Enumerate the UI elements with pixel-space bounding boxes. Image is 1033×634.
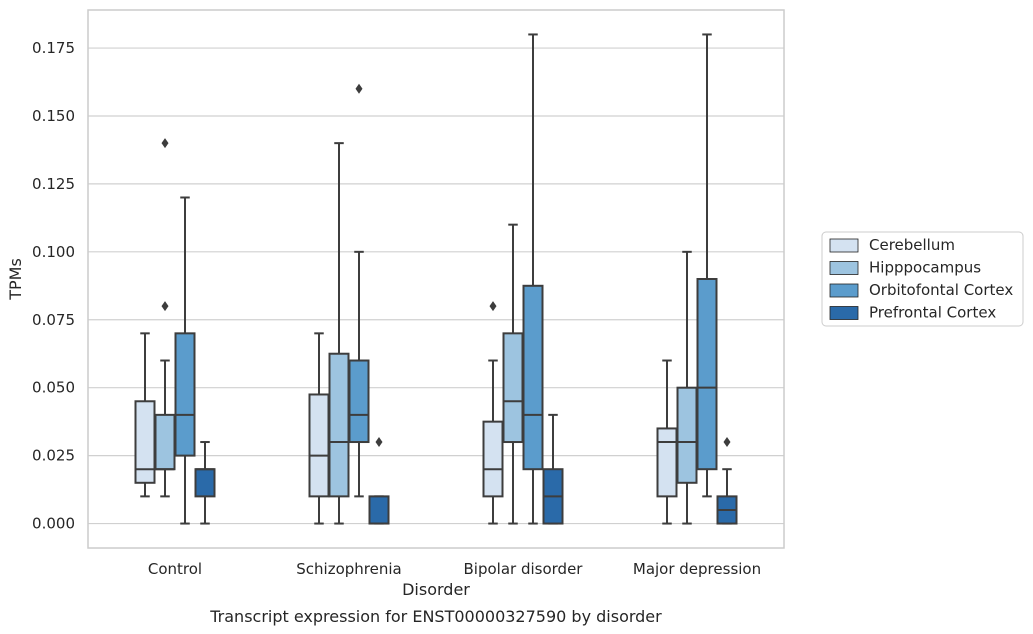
y-tick-label: 0.125 [32, 175, 75, 193]
plot-frame [87, 9, 785, 549]
legend-label: Cerebellum [869, 236, 955, 254]
x-axis-title: Disorder [402, 580, 470, 599]
y-tick-label: 0.050 [32, 379, 75, 397]
box-iqr [194, 468, 216, 498]
y-tick-label: 0.175 [32, 39, 75, 57]
box-0-0 [134, 332, 156, 498]
legend-swatch [829, 261, 859, 275]
box-iqr [502, 332, 524, 444]
chart-caption: Transcript expression for ENST0000032759… [209, 607, 662, 626]
outlier-point [161, 301, 169, 312]
y-tick-label: 0.025 [32, 447, 75, 465]
y-tick-labels: 0.000 0.025 0.050 0.075 0.100 0.125 0.150 0.175 [32, 39, 75, 533]
box-iqr [154, 413, 176, 471]
box-2-3 [542, 413, 564, 525]
x-tick-label: Bipolar disorder [464, 560, 584, 578]
box-iqr [368, 495, 390, 525]
legend-swatch [829, 283, 859, 298]
box-iqr [308, 393, 330, 498]
box-iqr [696, 278, 718, 471]
outlier-point [355, 83, 363, 94]
outlier-point [489, 301, 497, 312]
box-iqr [522, 284, 544, 471]
y-tick-label: 0.000 [32, 515, 75, 533]
outlier-point [375, 437, 383, 448]
legend-label: Hipppocampus [869, 259, 981, 277]
legend-label: Prefrontal Cortex [869, 304, 996, 322]
box-iqr [348, 359, 370, 444]
box-1-3 [368, 437, 390, 525]
box-iqr [482, 420, 504, 498]
legend-items: Cerebellum Hipppocampus Orbitofontal Corte… [829, 236, 1013, 322]
box-0-3 [194, 441, 216, 525]
box-2-2 [522, 33, 544, 525]
legend-swatch [829, 238, 859, 253]
box-2-1 [502, 223, 524, 525]
box-iqr [328, 352, 350, 498]
box-1-1 [328, 142, 350, 525]
y-tick-label: 0.150 [32, 107, 75, 125]
outlier-point [723, 437, 731, 448]
box-1-2 [348, 83, 370, 498]
legend-label: Orbitofontal Cortex [869, 281, 1013, 299]
x-tick-labels: Control Schizophrenia Bipolar disorder Majo… [148, 560, 761, 578]
x-tick-label: Schizophrenia [296, 560, 401, 578]
box-0-1 [154, 138, 176, 498]
legend: Cerebellum Hipppocampus Orbitofontal Corte… [821, 231, 1024, 327]
box-iqr [174, 332, 196, 457]
y-tick-label: 0.075 [32, 311, 75, 329]
box-3-1 [676, 250, 698, 525]
y-axis-title: TPMs [6, 258, 25, 301]
box-0-2 [174, 196, 196, 525]
legend-swatch [829, 306, 859, 320]
box-3-0 [656, 359, 678, 525]
box-3-3 [716, 437, 738, 525]
legend-frame [821, 231, 1024, 327]
box-iqr [134, 400, 156, 484]
box-iqr [656, 427, 678, 498]
box-3-2 [696, 33, 718, 498]
outlier-point [161, 138, 169, 149]
box-1-0 [308, 332, 330, 525]
x-tick-label: Major depression [633, 560, 761, 578]
box-iqr [676, 386, 698, 484]
x-tick-label: Control [148, 560, 202, 578]
box-2-0 [482, 301, 504, 525]
box-plots [134, 33, 738, 525]
y-tick-label: 0.100 [32, 243, 75, 261]
